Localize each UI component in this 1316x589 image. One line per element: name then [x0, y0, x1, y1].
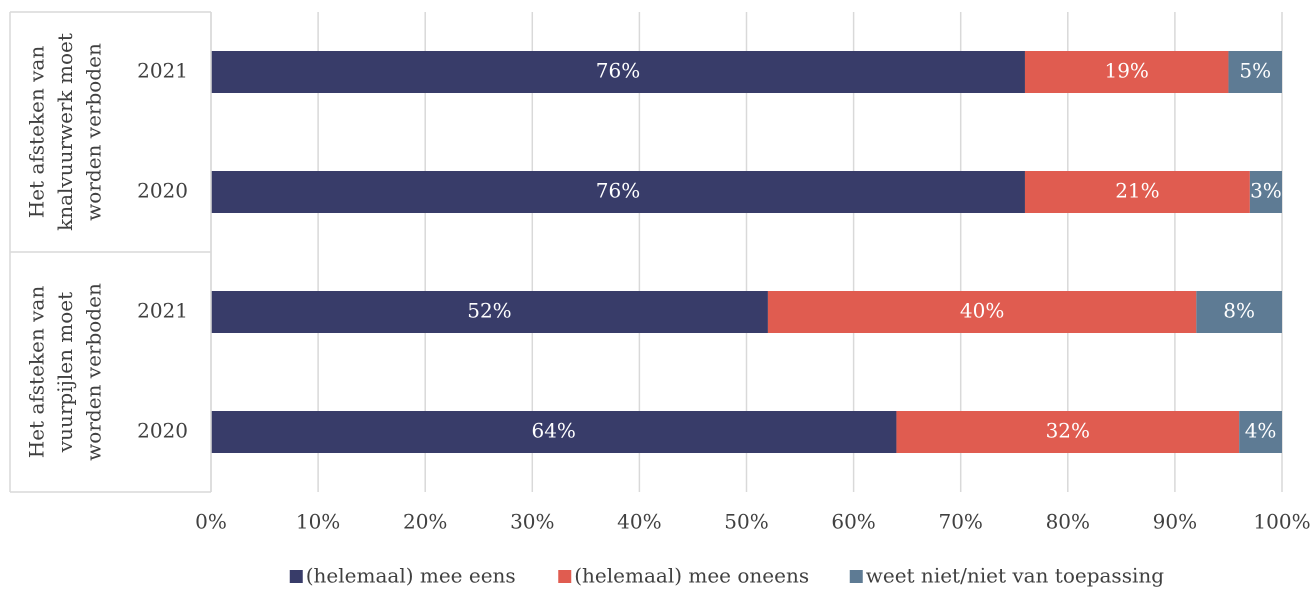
legend-label: weet niet/niet van toepassing [866, 564, 1164, 588]
x-tick-label: 30% [510, 510, 554, 534]
legend-label: (helemaal) mee eens [306, 564, 516, 588]
y-tick-label: 2020 [137, 419, 188, 443]
data-label: 21% [1115, 179, 1159, 203]
x-tick-label: 0% [195, 510, 227, 534]
x-tick-label: 60% [831, 510, 875, 534]
bar-segment [1196, 291, 1282, 333]
bar-segment [211, 291, 768, 333]
bar-segment [1024, 171, 1250, 213]
bar-segment [767, 291, 1197, 333]
data-label: 76% [596, 59, 640, 83]
x-tick-label: 40% [617, 510, 661, 534]
bar-segment [1239, 411, 1282, 453]
data-label: 64% [531, 419, 575, 443]
bar-segment [896, 411, 1240, 453]
bar-segment [1024, 51, 1229, 93]
data-label: 5% [1239, 59, 1271, 83]
legend-swatch [849, 570, 863, 583]
x-tick-label: 100% [1253, 510, 1310, 534]
bar-segment [211, 171, 1025, 213]
bar-segment [1249, 171, 1282, 213]
bar-segment [1228, 51, 1282, 93]
group-label: vuurpijlen moet [53, 292, 77, 453]
group-label: worden verboden [82, 283, 106, 461]
data-label: 3% [1250, 179, 1282, 203]
x-tick-label: 80% [1046, 510, 1090, 534]
x-tick-label: 70% [938, 510, 982, 534]
group-label: Het afsteken van [25, 286, 49, 459]
y-tick-label: 2020 [137, 179, 188, 203]
bar-segment [211, 411, 897, 453]
data-label: 76% [596, 179, 640, 203]
data-label: 32% [1046, 419, 1090, 443]
x-tick-label: 10% [296, 510, 340, 534]
legend-label: (helemaal) mee oneens [574, 564, 809, 588]
x-tick-label: 20% [403, 510, 447, 534]
x-tick-label: 50% [724, 510, 768, 534]
legend-swatch [558, 570, 572, 583]
y-tick-label: 2021 [137, 299, 188, 323]
group-label: worden verboden [82, 43, 106, 221]
x-tick-label: 90% [1153, 510, 1197, 534]
data-label: 4% [1245, 419, 1277, 443]
group-label: knalvuurwerk moet [53, 33, 77, 231]
legend-swatch [289, 570, 303, 583]
bar-segment [211, 51, 1025, 93]
data-label: 40% [960, 299, 1004, 323]
data-label: 52% [467, 299, 511, 323]
y-tick-label: 2021 [137, 59, 188, 83]
group-label: Het afsteken van [25, 46, 49, 219]
data-label: 19% [1104, 59, 1148, 83]
data-label: 8% [1223, 299, 1255, 323]
